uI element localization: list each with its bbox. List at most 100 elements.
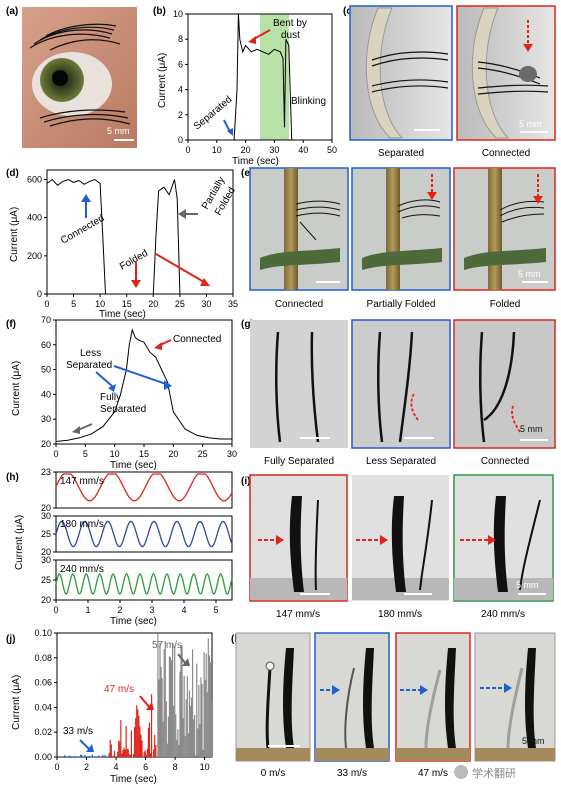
panel-e-scale-label: 5 mm bbox=[518, 269, 541, 279]
panel-j-bar-47 bbox=[130, 730, 133, 757]
panel-j-bar-57 bbox=[187, 733, 189, 757]
panel-c: (c) 5 mm Separated Connected bbox=[343, 5, 556, 159]
panel-a: (a) 5 mm bbox=[6, 6, 137, 148]
panel-d-arrow-folded-2 bbox=[155, 253, 205, 283]
panel-j-bar-47 bbox=[110, 744, 112, 757]
panel-f-ytick-label: 60 bbox=[41, 340, 51, 350]
panel-k-photo-4 bbox=[474, 632, 556, 762]
panel-f-xtick-label: 15 bbox=[139, 449, 149, 459]
panel-j: (j) 0.00 0.02 0.04 0.06 0.08 0.10 0 2 4 6 8 10 Cur… bbox=[6, 628, 213, 785]
panel-g-label: (g) bbox=[241, 319, 254, 330]
panel-d-ytick-label: 400 bbox=[27, 213, 42, 223]
panel-j-bar-33 bbox=[107, 756, 109, 757]
panel-j-bar-47 bbox=[126, 748, 128, 757]
panel-j-bar-47 bbox=[127, 749, 129, 757]
panel-k-caption-1: 0 m/s bbox=[261, 768, 285, 779]
panel-d-xtick-label: 15 bbox=[122, 299, 132, 309]
panel-k-caption-3: 47 m/s bbox=[418, 768, 448, 779]
panel-f-ytick-label: 40 bbox=[41, 389, 51, 399]
panel-e-label: (e) bbox=[241, 168, 253, 179]
panel-j-bar-57 bbox=[167, 716, 170, 757]
panel-j-bar-57 bbox=[178, 744, 180, 757]
panel-j-bar-57 bbox=[161, 678, 163, 757]
panel-j-bar-57 bbox=[206, 692, 208, 757]
panel-j-bar-57 bbox=[191, 649, 194, 757]
panel-j-ytick-label: 0.02 bbox=[34, 727, 52, 737]
panel-f-arrow-less-1 bbox=[95, 371, 113, 387]
panel-d: (d) 0 200 400 600 0 5 10 15 20 25 30 35 Current (μ… bbox=[6, 168, 238, 320]
panel-j-bar-57 bbox=[184, 735, 186, 757]
panel-j-bar-47 bbox=[124, 749, 126, 757]
panel-d-ann-folded: Folded bbox=[118, 248, 150, 273]
panel-j-ytick-label: 0.10 bbox=[34, 628, 52, 638]
panel-d-ann-connected: Connected bbox=[59, 213, 106, 247]
panel-j-bar-57 bbox=[170, 660, 173, 757]
panel-c-film-2 bbox=[471, 7, 510, 139]
watermark: 学术翻研 bbox=[454, 765, 516, 780]
panel-b-ytick-label: 10 bbox=[173, 9, 183, 19]
panel-b-arrowhead-bent bbox=[248, 36, 256, 44]
panel-j-bar-47 bbox=[116, 756, 118, 757]
panel-j-bar-33 bbox=[76, 756, 79, 757]
panel-j-bar-33 bbox=[82, 756, 84, 757]
panel-j-bar-57 bbox=[205, 653, 207, 757]
panel-j-bar-57 bbox=[168, 656, 171, 757]
panel-j-bar-33 bbox=[72, 756, 74, 757]
panel-j-bar-33 bbox=[89, 756, 91, 757]
panel-j-bar-33 bbox=[106, 756, 108, 757]
panel-j-bar-33 bbox=[86, 756, 88, 757]
panel-j-bar-33 bbox=[92, 756, 94, 757]
panel-j-ann-47: 47 m/s bbox=[104, 684, 134, 695]
panel-b-arrowhead-separated bbox=[227, 128, 233, 136]
panel-d-arrowhead-folded-2 bbox=[200, 278, 210, 286]
panel-d-xtick-label: 5 bbox=[71, 299, 76, 309]
panel-f-ann-less-2: Separated bbox=[66, 360, 112, 371]
panel-b-ann-blinking: Blinking bbox=[291, 96, 326, 107]
panel-j-bar-47 bbox=[152, 756, 154, 757]
panel-j-bar-47 bbox=[128, 754, 130, 757]
panel-c-hairs-1 bbox=[371, 51, 449, 93]
panel-h-series-line-180 bbox=[55, 520, 233, 548]
panel-h-series-line-147 bbox=[55, 473, 233, 502]
panel-h-xtick-label: 4 bbox=[181, 605, 186, 615]
panel-j-label: (j) bbox=[6, 634, 15, 645]
panel-j-bar-47 bbox=[143, 751, 145, 757]
panel-e-caption-2: Partially Folded bbox=[367, 299, 436, 310]
panel-j-bar-47 bbox=[155, 744, 157, 757]
panel-f-xtick-label: 0 bbox=[53, 449, 58, 459]
panel-k: (k) bbox=[231, 632, 556, 780]
panel-j-bar-47 bbox=[140, 734, 142, 757]
panel-j-arrow-57 bbox=[177, 653, 187, 665]
panel-f-ytick-label: 30 bbox=[41, 414, 51, 424]
panel-c-photo-1 bbox=[349, 5, 453, 141]
panel-j-arrowhead-33 bbox=[86, 744, 94, 752]
panel-j-bar-57 bbox=[196, 663, 198, 757]
panel-j-bar-47 bbox=[149, 753, 152, 757]
panel-d-ylabel: Current (μA) bbox=[9, 207, 20, 262]
panel-f-series-line bbox=[55, 328, 232, 442]
panel-j-bar-47 bbox=[135, 718, 137, 757]
panel-j-bar-47 bbox=[118, 740, 120, 757]
panel-h-xlabel: Time (sec) bbox=[110, 616, 157, 627]
panel-c-label: (c) bbox=[343, 6, 355, 17]
panel-j-bar-47 bbox=[153, 749, 155, 757]
panel-j-bar-33 bbox=[95, 756, 98, 757]
panel-j-bar-33 bbox=[104, 755, 106, 757]
panel-j-bar-57 bbox=[204, 680, 206, 757]
panel-b-xtick-label: 20 bbox=[241, 145, 251, 155]
panel-b-ytick-label: 4 bbox=[178, 85, 183, 95]
panel-f-ann-connected: Connected bbox=[173, 334, 221, 345]
panel-j-bar-47 bbox=[114, 756, 117, 757]
panel-j-bar-33 bbox=[62, 756, 64, 757]
panel-b-xlabel: Time (sec) bbox=[232, 156, 279, 167]
panel-d-xtick-label: 10 bbox=[95, 299, 105, 309]
panel-j-bar-47 bbox=[156, 756, 158, 757]
panel-j-bar-33 bbox=[90, 756, 92, 757]
panel-j-bar-47 bbox=[132, 754, 135, 757]
panel-j-bar-47 bbox=[134, 727, 136, 757]
panel-b-ann-bent-line2: dust bbox=[281, 30, 300, 41]
panel-j-bar-33 bbox=[60, 756, 62, 757]
panel-h-ytick-label: 20 bbox=[41, 503, 51, 513]
panel-j-bar-57 bbox=[165, 701, 167, 757]
